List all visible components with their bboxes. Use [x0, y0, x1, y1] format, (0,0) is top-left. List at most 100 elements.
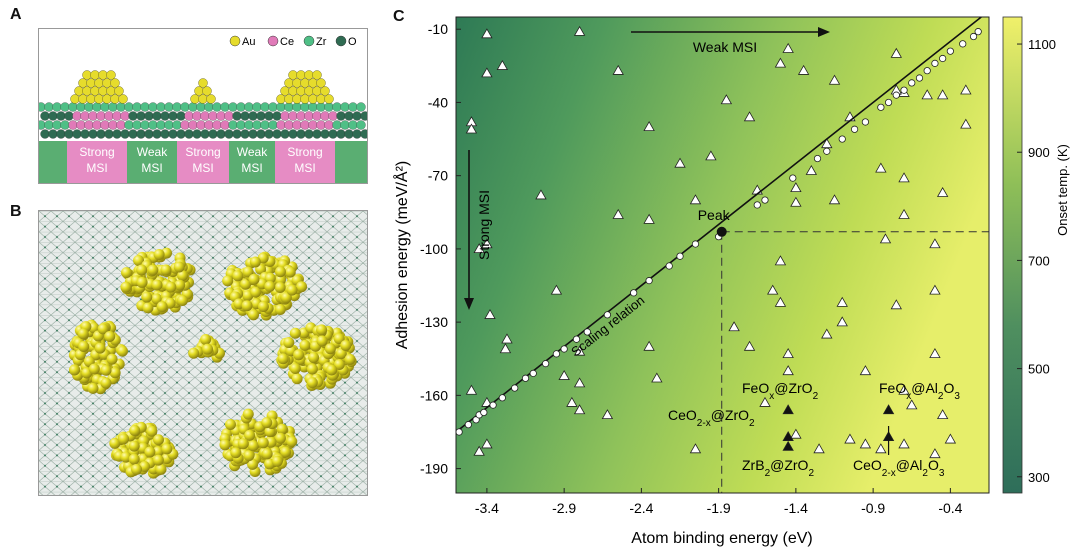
data-point-triangle — [944, 433, 957, 444]
data-point-triangle — [743, 340, 756, 351]
annotation-ceo-zro2: CeO2-x@ZrO2 — [668, 407, 755, 429]
scaling-point — [676, 252, 684, 260]
data-point-triangle — [782, 365, 794, 376]
data-point-triangle — [481, 438, 493, 449]
msi-schematic: Au Ce Zr O Strong MSI Weak MSI Strong MSI Weak MSI… — [39, 35, 367, 183]
data-point-triangle — [936, 409, 949, 420]
scaling-point — [572, 335, 581, 343]
scaling-point — [489, 401, 497, 409]
colorbar-tick-label: 300 — [1028, 470, 1050, 485]
msi-region-label-line2: MSI — [294, 161, 315, 175]
scaling-point — [630, 289, 638, 297]
scaling-point — [915, 74, 924, 82]
data-point-triangle — [790, 196, 802, 207]
data-point-triangle — [790, 428, 802, 439]
data-point-triangle — [879, 233, 892, 244]
x-tick-label: -0.9 — [861, 500, 885, 516]
data-point-triangle — [550, 284, 563, 295]
msi-region-label-line1: Weak — [237, 145, 268, 159]
data-point-triangle — [859, 438, 872, 449]
scaling-point — [498, 394, 506, 402]
strong-msi-label: Strong MSI — [476, 190, 492, 260]
msi-regions: Strong MSI Weak MSI Strong MSI Weak MSI Strong MS… — [39, 141, 367, 183]
data-point-triangle — [674, 157, 686, 168]
x-tick-label: -1.4 — [784, 500, 808, 516]
scaling-point — [480, 408, 488, 417]
data-point-triangle — [689, 194, 702, 205]
data-point-triangle — [836, 316, 848, 327]
data-point-triangle — [774, 296, 787, 307]
y-tick-label: -10 — [428, 21, 448, 37]
x-tick-label: -0.4 — [938, 500, 962, 516]
data-point-triangle — [875, 162, 887, 173]
data-point-triangle — [898, 384, 910, 395]
legend-label-au: Au — [242, 36, 255, 48]
plot-frame — [455, 16, 990, 494]
msi-region-label-line2: MSI — [141, 161, 162, 175]
data-point-triangle — [836, 296, 848, 307]
data-point-triangle — [481, 28, 493, 39]
data-point-triangle — [643, 121, 655, 131]
gold-clusters — [68, 247, 357, 479]
panel-b-simulation — [38, 210, 368, 496]
panel-c-chart: Peak Scaling relation Weak MSI Strong MSI Fe… — [385, 0, 1080, 551]
annotation-ceo-al2o3: CeO2-x@Al2O3 — [853, 457, 945, 479]
scaling-point — [939, 54, 947, 63]
panel-a-schematic: Au Ce Zr O Strong MSI Weak MSI Strong MSI Weak MSI… — [38, 28, 368, 184]
data-point-triangle — [813, 443, 825, 454]
msi-region-label-line1: Weak — [137, 145, 168, 159]
data-point-triangle — [898, 438, 910, 449]
data-point-triangle — [484, 308, 496, 319]
msi-region-0: Strong MSI — [67, 141, 127, 183]
data-point-triangle — [797, 64, 810, 75]
data-point-triangle — [890, 299, 902, 310]
msi-region-2: Strong MSI — [177, 141, 229, 183]
data-point-triangle — [601, 409, 614, 420]
data-point-triangle — [481, 67, 493, 78]
scaling-point — [877, 103, 885, 111]
gold-cluster-4 — [276, 322, 357, 391]
scaling-point — [753, 201, 761, 209]
scaling-point — [861, 118, 870, 126]
scaling-point — [969, 32, 978, 41]
data-point-triangle — [473, 445, 485, 456]
data-point-triangle — [689, 443, 702, 454]
data-point-triangle — [651, 372, 663, 383]
x-axis-label: Atom binding energy (eV) — [631, 530, 812, 547]
scaling-point — [931, 59, 939, 67]
y-tick-label: -130 — [420, 314, 448, 330]
scaling-point — [823, 147, 831, 155]
atom-layers — [39, 70, 367, 139]
scaling-point — [542, 360, 550, 368]
msi-region-label-line1: Strong — [185, 145, 220, 159]
y-tick-label: -40 — [428, 94, 448, 110]
peak-label: Peak — [698, 207, 731, 223]
data-point-triangle — [875, 443, 887, 454]
data-point-triangle — [790, 182, 802, 193]
scaling-point — [560, 345, 568, 353]
msi-region-label-line2: MSI — [241, 161, 262, 175]
scaling-point — [838, 135, 846, 143]
scaling-point — [511, 384, 519, 392]
msi-region-label-line1: Strong — [287, 145, 322, 159]
data-point-triangle — [643, 340, 655, 351]
scaling-point — [789, 174, 797, 182]
data-point-triangle — [960, 84, 972, 95]
data-point-triangle — [465, 384, 478, 395]
highlight-point-triangle — [782, 431, 794, 442]
scaling-point — [884, 98, 893, 107]
data-point-triangle — [728, 321, 740, 332]
data-point-triangle — [558, 370, 570, 380]
gold-cluster-3 — [188, 333, 225, 363]
strong-msi-arrowhead — [464, 298, 474, 310]
scaling-point — [813, 154, 822, 163]
msi-region-label-line2: MSI — [192, 161, 213, 175]
msi-region-4: Strong MSI — [275, 141, 335, 183]
panel-letter-a: A — [10, 6, 22, 23]
msi-region-label-line1: Strong — [79, 145, 114, 159]
data-point-triangle — [821, 328, 833, 339]
data-point-triangle — [473, 243, 485, 254]
panel-letter-c: C — [393, 8, 405, 25]
gold-cluster-5 — [109, 421, 179, 479]
legend-swatch-o — [335, 35, 347, 47]
